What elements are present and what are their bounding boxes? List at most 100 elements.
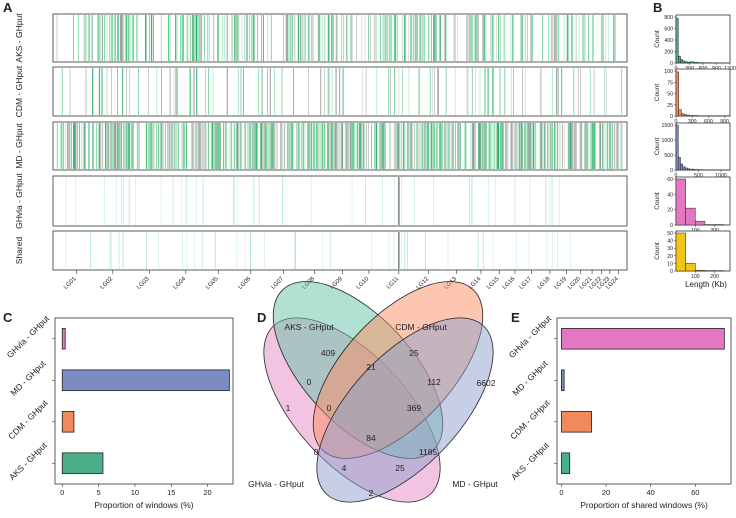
category-label: MD - GHput [510, 358, 550, 398]
hist-bar [684, 61, 688, 64]
y-tick-label: 40 [667, 239, 673, 245]
panel-label-e: E [511, 310, 520, 325]
x-tick-label: 0 [675, 119, 678, 125]
track-frame [52, 175, 628, 227]
venn-count-aks-md: 1185 [419, 447, 438, 457]
category-label: CDM - GHput [508, 397, 552, 441]
bar [61, 452, 104, 475]
hist-bar [675, 71, 679, 117]
y-tick-label: 30 [667, 246, 673, 252]
hist-bar [678, 55, 681, 64]
panel-label-c: C [3, 310, 13, 325]
hist-bar [678, 109, 682, 117]
y-tick-label: 100 [664, 69, 673, 75]
hist-bar [687, 61, 690, 64]
x-tick-label: 0 [559, 488, 563, 497]
hist-bar [695, 269, 706, 272]
panel-label-a: A [3, 0, 13, 15]
venn-count-ghvla-md: 2 [369, 488, 374, 498]
venn-count-aks-ghvla: 0 [307, 377, 312, 387]
y-tick-label: 40 [667, 192, 673, 198]
x-tick-label: 200 [710, 274, 719, 280]
track-label: GHvla - GHput [14, 173, 24, 229]
venn-count-cdm: 25 [409, 348, 419, 358]
chrom-label: LG16 [502, 276, 517, 291]
hist-bar [685, 207, 696, 226]
x-tick-label: 10 [131, 488, 139, 497]
category-label: AKS - GHput [7, 440, 49, 482]
venn-label-ghvla: GHvla - GHput [248, 479, 304, 489]
track-frame [52, 230, 628, 271]
x-tick-label: 60 [691, 488, 699, 497]
y-axis-label: Count [654, 138, 661, 156]
venn-label-aks: AKS - GHput [284, 322, 334, 332]
y-tick-label: 400 [664, 38, 673, 44]
bar [61, 410, 75, 433]
venn-count-aks-cdm-md: 369 [407, 403, 421, 413]
venn-count-all: 84 [366, 433, 376, 443]
x-axis-label: Length (Kb) [685, 280, 727, 289]
y-tick-label: 10 [667, 261, 673, 267]
x-axis-label: Proportion of shared windows (%) [580, 500, 708, 510]
x-tick-label: 100 [691, 274, 700, 280]
hist-bar [683, 114, 688, 117]
x-tick-label: 15 [167, 488, 175, 497]
y-tick-label: 60 [667, 177, 673, 183]
venn-count-ghvla: 1 [286, 403, 291, 413]
x-axis-label: Proportion of windows (%) [94, 500, 193, 510]
hist-bar [675, 17, 679, 64]
hist-bar [689, 61, 695, 64]
hist-bar [686, 114, 690, 117]
hist-frame [675, 14, 731, 64]
category-label: MD - GHput [8, 358, 48, 398]
chrom-label: LG03 [136, 276, 151, 291]
hist-bar [693, 62, 699, 64]
hist-bar [680, 59, 683, 64]
y-tick-label: 0 [670, 223, 673, 229]
y-tick-label: 500 [664, 153, 673, 159]
y-tick-label: 20 [667, 208, 673, 214]
track-label: AKS - GHput [14, 13, 24, 63]
chrom-label: LG07 [270, 276, 285, 291]
y-tick-label: 0 [670, 168, 673, 174]
bar [61, 369, 230, 392]
y-tick-label: 50 [667, 92, 673, 98]
chrom-label: LG19 [553, 276, 568, 291]
y-tick-label: 75 [667, 80, 673, 86]
panel-label-d: D [257, 310, 266, 325]
track-label: Shared [14, 237, 24, 265]
bar [561, 369, 565, 392]
venn-count-aks-ghvla-md: 25 [395, 463, 405, 473]
x-tick-label: 40 [647, 488, 655, 497]
chrom-label: LG11 [386, 276, 401, 291]
venn-count-aks: 409 [321, 348, 335, 358]
hist-bar [678, 157, 681, 171]
panel-d-venn: AKS - GHput CDM - GHput GHvla - GHput MD… [248, 281, 498, 503]
chrom-label: LG02 [100, 276, 115, 291]
chrom-label: LG01 [63, 276, 78, 291]
y-tick-label: 50 [667, 231, 673, 237]
hist-bar [682, 60, 686, 64]
chrom-label: LG18 [537, 276, 552, 291]
x-tick-label: 900 [720, 119, 729, 125]
hist-frame [675, 122, 731, 171]
chrom-label: LG05 [205, 276, 220, 291]
hist-bar [687, 168, 690, 171]
x-tick-label: 20 [602, 488, 610, 497]
chrom-label: LG04 [173, 276, 188, 291]
venn-label-md: MD - GHput [452, 479, 498, 489]
panel-b-histograms: 020040060080003006009001200Count02550751… [654, 14, 736, 289]
track-label: CDM - GHput [14, 65, 24, 117]
category-label: CDM - GHput [6, 397, 50, 441]
hist-bar [675, 178, 686, 226]
x-tick-label: 0 [675, 173, 678, 179]
x-tick-label: 300 [688, 119, 697, 125]
chrom-label: LG06 [238, 276, 253, 291]
chrom-label: LG17 [518, 276, 533, 291]
hist-bar [675, 124, 679, 171]
venn-count-aks-cdm: 21 [366, 362, 376, 372]
y-tick-label: 1000 [661, 138, 673, 144]
venn-count-aks-cdm-ghvla: 0 [327, 403, 332, 413]
y-axis-label: Count [654, 30, 661, 48]
